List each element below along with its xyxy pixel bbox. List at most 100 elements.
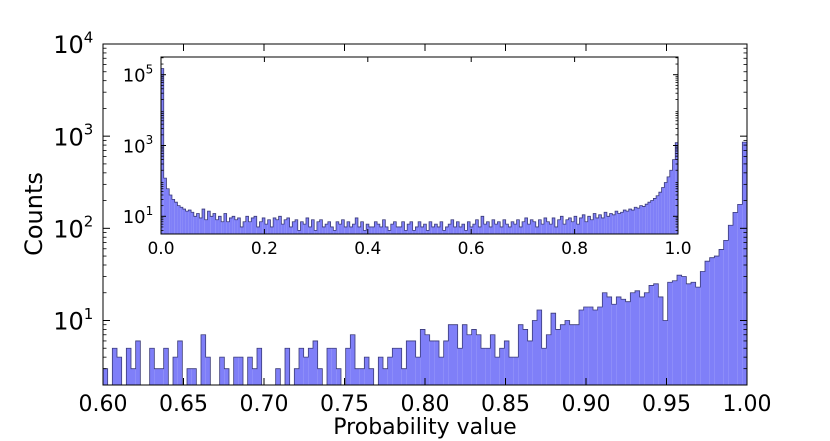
inset-histogram-bar — [377, 224, 380, 234]
inset-histogram-bar — [590, 219, 594, 234]
main-histogram-bar — [495, 357, 500, 385]
main-histogram-bar — [621, 299, 626, 385]
main-histogram-bar — [700, 271, 705, 385]
inset-histogram-bar — [595, 217, 599, 234]
inset-histogram-bar — [232, 216, 235, 234]
main-x-tick-label: 0.90 — [562, 392, 611, 417]
inset-histogram-bar — [275, 219, 279, 234]
main-histogram-bar — [691, 282, 696, 385]
inset-histogram-bar — [215, 219, 219, 234]
inset-histogram-bar — [262, 217, 265, 234]
inset-histogram-bar — [634, 207, 637, 234]
main-histogram-bar — [336, 368, 341, 385]
main-histogram-bar — [201, 334, 206, 385]
inset-histogram-bar — [420, 226, 424, 234]
main-x-tick-label: 0.80 — [401, 392, 450, 417]
main-histogram-bar — [569, 324, 575, 385]
main-histogram-bar — [518, 324, 523, 385]
inset-histogram-bar — [259, 221, 263, 234]
main-histogram-bar — [462, 324, 467, 385]
main-histogram-bar — [672, 280, 677, 385]
inset-histogram-bar — [483, 224, 487, 234]
inset-histogram-bar — [171, 199, 175, 234]
inset-histogram-bar — [584, 221, 588, 234]
inset-histogram-bar — [445, 226, 449, 234]
inset-histogram-bar — [267, 219, 271, 234]
inset-histogram-bar — [322, 226, 326, 234]
inset-histogram-bar — [656, 195, 659, 234]
main-histogram-bar — [285, 348, 290, 385]
inset-histogram-bar — [513, 224, 517, 234]
main-histogram-bar — [607, 296, 612, 385]
inset-histogram-bar — [289, 226, 293, 234]
main-y-tick-label: 104 — [53, 28, 93, 59]
inset-histogram-bar — [237, 217, 241, 234]
inset-histogram-bar — [538, 219, 542, 234]
inset-histogram-bar — [401, 221, 405, 234]
main-histogram-bar — [154, 368, 159, 385]
inset-histogram-bar — [448, 224, 451, 234]
main-histogram-bar — [247, 357, 253, 385]
main-histogram-bar — [602, 292, 607, 385]
inset-histogram-bar — [314, 230, 317, 234]
inset-histogram-bar — [240, 226, 244, 234]
main-histogram-bar — [574, 324, 579, 385]
inset-histogram-bar — [355, 217, 358, 234]
inset-histogram-bar — [330, 226, 334, 234]
main-histogram-bar — [135, 340, 141, 385]
inset-x-tick-label: 0.2 — [251, 239, 278, 259]
inset-histogram-bar — [182, 209, 186, 234]
inset-histogram-bar — [661, 187, 665, 234]
inset-histogram-bar — [511, 221, 514, 234]
main-histogram-bar — [742, 142, 747, 385]
inset-histogram-bar — [196, 213, 200, 234]
inset-histogram-bar — [303, 224, 306, 234]
inset-histogram-bar — [349, 226, 353, 234]
inset-histogram-bar — [284, 219, 287, 234]
main-histogram-bar — [667, 282, 673, 385]
main-histogram-bar — [551, 313, 556, 385]
inset-histogram-bar — [461, 224, 465, 234]
main-histogram-bar — [205, 357, 211, 385]
inset-histogram-bar — [549, 224, 553, 234]
inset-histogram-bar — [620, 212, 624, 234]
main-histogram-bar — [425, 334, 430, 385]
inset-histogram-bar — [319, 219, 323, 234]
inset-y-tick-label: 105 — [123, 62, 154, 86]
inset-histogram-bar — [672, 159, 676, 234]
main-histogram-bar — [429, 340, 435, 385]
main-histogram-bar — [597, 307, 603, 385]
inset-histogram-bar — [423, 224, 427, 234]
main-histogram-bar — [630, 292, 635, 385]
main-y-tick-label: 103 — [53, 120, 93, 151]
inset-histogram-bar — [226, 221, 230, 234]
main-histogram-bar — [378, 357, 383, 385]
inset-histogram-bar — [245, 216, 249, 234]
main-histogram-bar — [327, 348, 332, 385]
inset-histogram-bar — [174, 202, 178, 234]
inset-histogram-bar — [360, 221, 364, 234]
main-histogram-bar — [355, 368, 360, 385]
main-histogram-bar — [383, 368, 388, 385]
inset-histogram-bar — [218, 216, 222, 234]
inset-histogram-bar — [344, 226, 348, 234]
inset-histogram-bar — [300, 221, 304, 234]
main-histogram-bar — [187, 368, 192, 385]
inset-histogram-bar — [669, 170, 673, 234]
inset-histogram-bar — [565, 219, 569, 234]
inset-histogram-bar — [533, 221, 536, 234]
main-histogram-bar — [616, 296, 621, 385]
inset-histogram-bar — [489, 226, 492, 234]
inset-histogram-bar — [166, 188, 170, 234]
inset-histogram-outline — [160, 68, 679, 234]
inset-histogram-bar — [352, 224, 356, 234]
main-histogram-bar — [149, 348, 155, 385]
inset-histogram-bar — [229, 217, 233, 234]
main-histogram-bar — [163, 348, 169, 385]
inset-histogram-bar — [626, 211, 629, 234]
inset-histogram-bar — [418, 221, 421, 234]
main-histogram-bar — [649, 285, 654, 385]
inset-y-tick-label: 101 — [123, 204, 154, 228]
inset-histogram-bar — [273, 217, 276, 234]
inset-x-tick-label: 0.0 — [147, 239, 174, 259]
